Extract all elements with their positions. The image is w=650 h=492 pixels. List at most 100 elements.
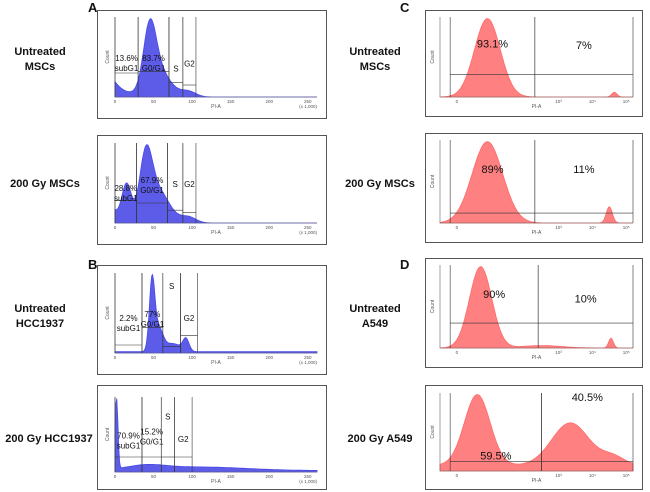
gate-percentage-label: 28.8% <box>114 184 137 193</box>
gate-name-label: subG1 <box>117 441 141 450</box>
panel-letter-b: B <box>88 257 98 272</box>
histogram-frame-b1 <box>97 265 327 375</box>
x-axis-name: PI-A <box>211 104 221 110</box>
row-label-line: 200 Gy MSCs <box>10 178 80 190</box>
x-axis-name: PI-A <box>211 230 221 236</box>
gate-name-label: G2 <box>184 180 195 189</box>
histogram-area <box>439 18 633 98</box>
x-tick-label: 0 <box>456 99 459 104</box>
x-tick-label: 0 <box>114 225 117 230</box>
x-tick-label: 100 <box>188 225 196 230</box>
gate-percentage-label: 77% <box>144 310 160 319</box>
histogram-d2: 59.5% 40.5% 0 10³ 10⁴ 10⁵ PI-A Count <box>430 392 634 484</box>
x-tick-label: 100 <box>188 99 196 104</box>
x-multiplier-label: (x 1,000) <box>299 360 317 365</box>
x-tick-label: 250 <box>304 355 312 360</box>
x-tick-label: 100 <box>188 355 196 360</box>
gate-percentage-label: 89% <box>481 164 503 176</box>
x-tick-label: 10⁵ <box>623 225 630 230</box>
gate-name-label: G0/G1 <box>142 64 166 73</box>
gate-name-label: S <box>173 64 178 73</box>
x-axis-name: PI-A <box>532 230 542 236</box>
x-tick-label: 250 <box>304 99 312 104</box>
row-label-line: Untreated <box>14 303 66 315</box>
x-multiplier-label: (x 1,000) <box>299 479 317 484</box>
x-tick-label: 150 <box>227 99 235 104</box>
row-label-a1: Untreated MSCs <box>0 45 80 75</box>
y-axis-name: Count <box>105 306 111 320</box>
x-tick-label: 200 <box>265 225 273 230</box>
y-axis-name: Count <box>430 299 436 313</box>
x-tick-label: 10⁴ <box>589 99 596 104</box>
gate-percentage-label: 13.6% <box>115 54 138 63</box>
histogram-area <box>439 266 633 349</box>
x-tick-label: 0 <box>114 99 117 104</box>
x-tick-label: 150 <box>227 355 235 360</box>
gate-name-label: G0/G1 <box>140 438 164 447</box>
gate-percentage-label: 70.9% <box>117 431 140 440</box>
gate-name-label: G0/G1 <box>141 320 165 329</box>
x-tick-label: 10⁴ <box>589 225 596 230</box>
gate-percentage-label: 7% <box>576 40 592 52</box>
y-axis-name: Count <box>430 174 436 188</box>
x-tick-label: 250 <box>304 474 312 479</box>
gate-percentage-label: 10% <box>575 293 597 305</box>
histogram-d1: 90% 10% 0 10³ 10⁴ 10⁵ PI-A Count <box>430 265 634 361</box>
histogram-frame-a1 <box>97 10 327 119</box>
histogram-b2: 70.9%subG1 15.2%G0/G1 S G2 0 50 100 150 200 250(x… <box>105 397 318 485</box>
histogram-area <box>439 141 633 224</box>
x-axis-name: PI-A <box>532 104 542 110</box>
row-label-line: Untreated <box>349 46 401 58</box>
gate-percentage-label: 90% <box>483 289 505 301</box>
x-tick-label: 10³ <box>555 225 562 230</box>
row-label-b2: 200 Gy HCC1937 <box>0 432 98 447</box>
row-label-line: MSCs <box>359 61 391 73</box>
x-tick-label: 50 <box>151 355 157 360</box>
x-tick-label: 200 <box>265 474 273 479</box>
x-axis-name: PI-A <box>532 355 542 361</box>
gate-name-label: G2 <box>184 314 195 323</box>
x-tick-label: 200 <box>265 355 273 360</box>
gate-name-label: G2 <box>184 60 195 69</box>
gate-percentage-label: 59.5% <box>480 450 511 462</box>
y-axis-name: Count <box>105 176 111 190</box>
x-tick-label: 10³ <box>555 99 562 104</box>
row-label-line: 200 Gy HCC1937 <box>5 433 93 445</box>
gate-name-label: S <box>169 282 174 291</box>
gate-name-label: G2 <box>178 435 189 444</box>
row-label-a2: 200 Gy MSCs <box>0 177 90 192</box>
x-tick-label: 0 <box>114 355 117 360</box>
x-axis-name: PI-A <box>211 360 221 366</box>
row-label-line: HCC1937 <box>15 318 65 330</box>
histogram-c1: 93.1% 7% 0 10³ 10⁴ 10⁵ PI-A Count <box>430 17 634 110</box>
x-axis-name: PI-A <box>532 478 542 484</box>
row-label-line: Untreated <box>14 46 66 58</box>
gate-name-label: G0/G1 <box>140 186 164 195</box>
x-tick-label: 0 <box>456 225 459 230</box>
x-tick-label: 150 <box>227 474 235 479</box>
x-tick-label: 10³ <box>555 350 562 355</box>
row-label-line: 200 Gy A549 <box>347 433 413 445</box>
gate-percentage-label: 67.9% <box>141 176 164 185</box>
x-tick-label: 10⁴ <box>589 473 596 478</box>
x-tick-label: 50 <box>151 474 157 479</box>
histogram-c2: 89% 11% 0 10³ 10⁴ 10⁵ PI-A Count <box>430 140 634 236</box>
histogram-area <box>114 398 318 473</box>
row-label-d2: 200 Gy A549 <box>335 432 425 447</box>
x-multiplier-label: (x 1,000) <box>299 230 317 235</box>
x-tick-label: 0 <box>456 473 459 478</box>
gate-percentage-label: 93.1% <box>477 38 508 50</box>
gate-percentage-label: 83.7% <box>142 54 165 63</box>
x-tick-label: 10⁵ <box>623 473 630 478</box>
histogram-frame-d1 <box>425 258 643 368</box>
row-label-line: 200 Gy MSCs <box>345 178 415 190</box>
x-tick-label: 250 <box>304 225 312 230</box>
gate-name-label: subG1 <box>117 324 141 333</box>
row-label-line: Untreated <box>349 303 401 315</box>
histogram-area <box>439 394 634 472</box>
x-axis-name: PI-A <box>211 479 221 485</box>
row-label-line: MSCs <box>24 61 56 73</box>
gate-name-label: subG1 <box>114 194 138 203</box>
row-label-c1: Untreated MSCs <box>335 45 415 75</box>
